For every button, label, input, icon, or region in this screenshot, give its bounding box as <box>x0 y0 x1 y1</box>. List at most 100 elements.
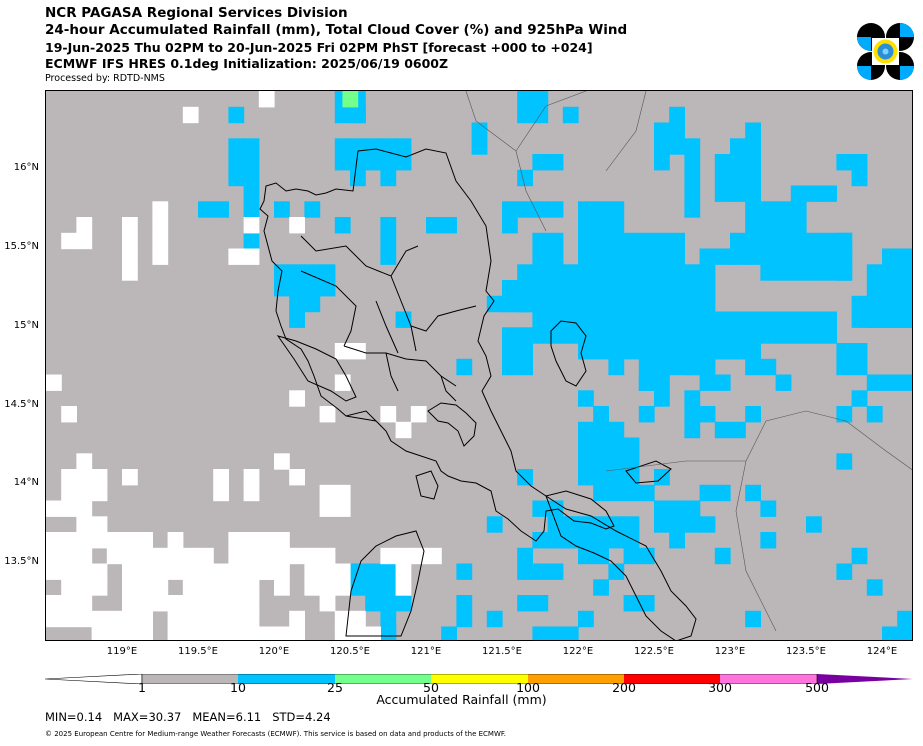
rain-cell-10-25 <box>897 248 912 265</box>
rain-cell-10-25 <box>593 406 609 423</box>
rain-cell-below-1 <box>91 532 108 549</box>
rain-cell-10-25 <box>866 374 883 391</box>
rain-cell-below-1 <box>274 532 290 549</box>
rain-cell-10-25 <box>790 248 807 265</box>
rain-cell-10-25 <box>350 106 366 124</box>
rain-cell-10-25 <box>380 579 397 596</box>
rain-cell-below-1 <box>167 626 184 640</box>
rain-cell-10-25 <box>228 154 245 171</box>
rain-cell-10-25 <box>365 579 381 596</box>
rain-cell-below-1 <box>76 484 93 502</box>
rain-cell-10-25 <box>821 264 837 281</box>
colorbar-500-plus <box>817 674 913 684</box>
rain-cell-10-25 <box>532 201 549 218</box>
rain-cell-10-25 <box>669 311 685 328</box>
rain-cell-below-1 <box>258 547 275 565</box>
rain-cell-below-1 <box>380 547 397 565</box>
rain-cell-10-25 <box>684 311 701 328</box>
rain-cell-10-25 <box>745 232 761 250</box>
rain-cell-below-1 <box>106 532 123 549</box>
rain-cell-10-25 <box>684 421 701 439</box>
rain-cell-below-1 <box>61 595 77 612</box>
rain-cell-10-25 <box>532 91 549 108</box>
rain-cell-10-25 <box>882 264 898 281</box>
rain-cell-10-25 <box>836 154 853 171</box>
copyright-note: © 2025 European Centre for Medium-range … <box>45 730 507 738</box>
rain-cell-10-25 <box>578 311 594 328</box>
rain-cell-10-25 <box>714 169 731 187</box>
rain-cell-10-25 <box>790 311 807 328</box>
rain-cell-10-25 <box>517 201 533 218</box>
stat-mean: MEAN=6.11 <box>192 710 262 724</box>
rain-cell-below-1 <box>137 547 153 565</box>
rain-cell-below-1 <box>152 563 169 580</box>
bicol-coastline <box>544 494 697 640</box>
rain-cell-10-25 <box>669 232 685 250</box>
rain-cell-below-1 <box>152 547 169 565</box>
rain-cell-10-25 <box>578 264 594 281</box>
rain-cell-10-25 <box>198 201 214 218</box>
rain-cell-10-25 <box>745 122 761 139</box>
rain-cell-below-1 <box>258 563 275 580</box>
rain-cell-10-25 <box>350 154 366 171</box>
rain-cell-below-1 <box>213 579 229 596</box>
rain-cell-10-25 <box>866 264 883 281</box>
rain-cell-10-25 <box>745 185 761 202</box>
rain-cell-10-25 <box>593 532 609 549</box>
rain-cell-10-25 <box>851 169 868 187</box>
rain-cell-10-25 <box>654 327 670 344</box>
rain-cell-10-25 <box>836 264 853 281</box>
rain-cell-below-1 <box>152 248 169 265</box>
rain-cell-10-25 <box>745 484 761 502</box>
rain-cell-10-25 <box>684 327 701 344</box>
rain-cell-10-25 <box>806 264 822 281</box>
rain-cell-below-1 <box>334 563 351 580</box>
colorbar-tick-100: 100 <box>516 680 540 695</box>
rain-cell-10-25 <box>289 295 305 313</box>
lat-label-14-5: 14.5°N <box>4 399 39 410</box>
rain-cell-10-25 <box>517 343 533 360</box>
rain-cell-below-1 <box>76 563 93 580</box>
rain-cell-10-25 <box>821 232 837 250</box>
rain-cell-10-25 <box>228 106 245 124</box>
rain-cell-10-25 <box>699 374 716 391</box>
rain-cell-10-25 <box>745 358 761 376</box>
rain-cell-10-25 <box>684 201 701 218</box>
rain-cell-below-1 <box>213 484 229 502</box>
colorbar-1-10 <box>142 674 238 684</box>
rain-cell-10-25 <box>714 547 731 565</box>
rain-cell-10-25 <box>699 264 716 281</box>
rain-cell-below-1 <box>122 264 138 281</box>
rain-cell-below-1 <box>274 563 290 580</box>
rain-cell-10-25 <box>456 358 473 376</box>
rain-cell-below-1 <box>274 453 290 470</box>
rain-cell-10-25 <box>897 311 912 328</box>
rain-cell-below-1 <box>395 563 412 580</box>
rain-cell-10-25 <box>365 154 381 171</box>
rain-cell-below-1 <box>76 232 93 250</box>
rain-cell-below-1 <box>46 563 62 580</box>
rain-cell-10-25 <box>760 232 777 250</box>
rain-cell-10-25 <box>608 295 625 313</box>
rain-cell-below-1 <box>319 547 336 565</box>
rain-cell-10-25 <box>730 248 746 265</box>
rain-cell-10-25 <box>502 295 518 313</box>
rain-cell-10-25 <box>745 248 761 265</box>
rain-cell-10-25 <box>608 264 625 281</box>
rain-cell-below-1 <box>152 579 169 596</box>
rain-cell-below-1 <box>426 547 442 565</box>
rain-cell-10-25 <box>638 248 655 265</box>
rain-cell-below-1 <box>182 626 199 640</box>
rain-cell-below-1 <box>91 516 108 533</box>
rain-cell-10-25 <box>608 421 625 439</box>
rain-cell-below-1 <box>304 563 321 580</box>
rain-cell-10-25 <box>775 201 792 218</box>
rain-cell-below-1 <box>350 343 366 360</box>
rain-cell-below-1 <box>91 610 108 628</box>
rain-cell-10-25 <box>623 453 640 470</box>
rain-cell-10-25 <box>319 264 336 281</box>
rain-cell-10-25 <box>289 264 305 281</box>
rain-cell-10-25 <box>532 500 549 517</box>
rain-cell-below-1 <box>319 406 336 423</box>
rain-cell-below-1 <box>365 626 381 640</box>
